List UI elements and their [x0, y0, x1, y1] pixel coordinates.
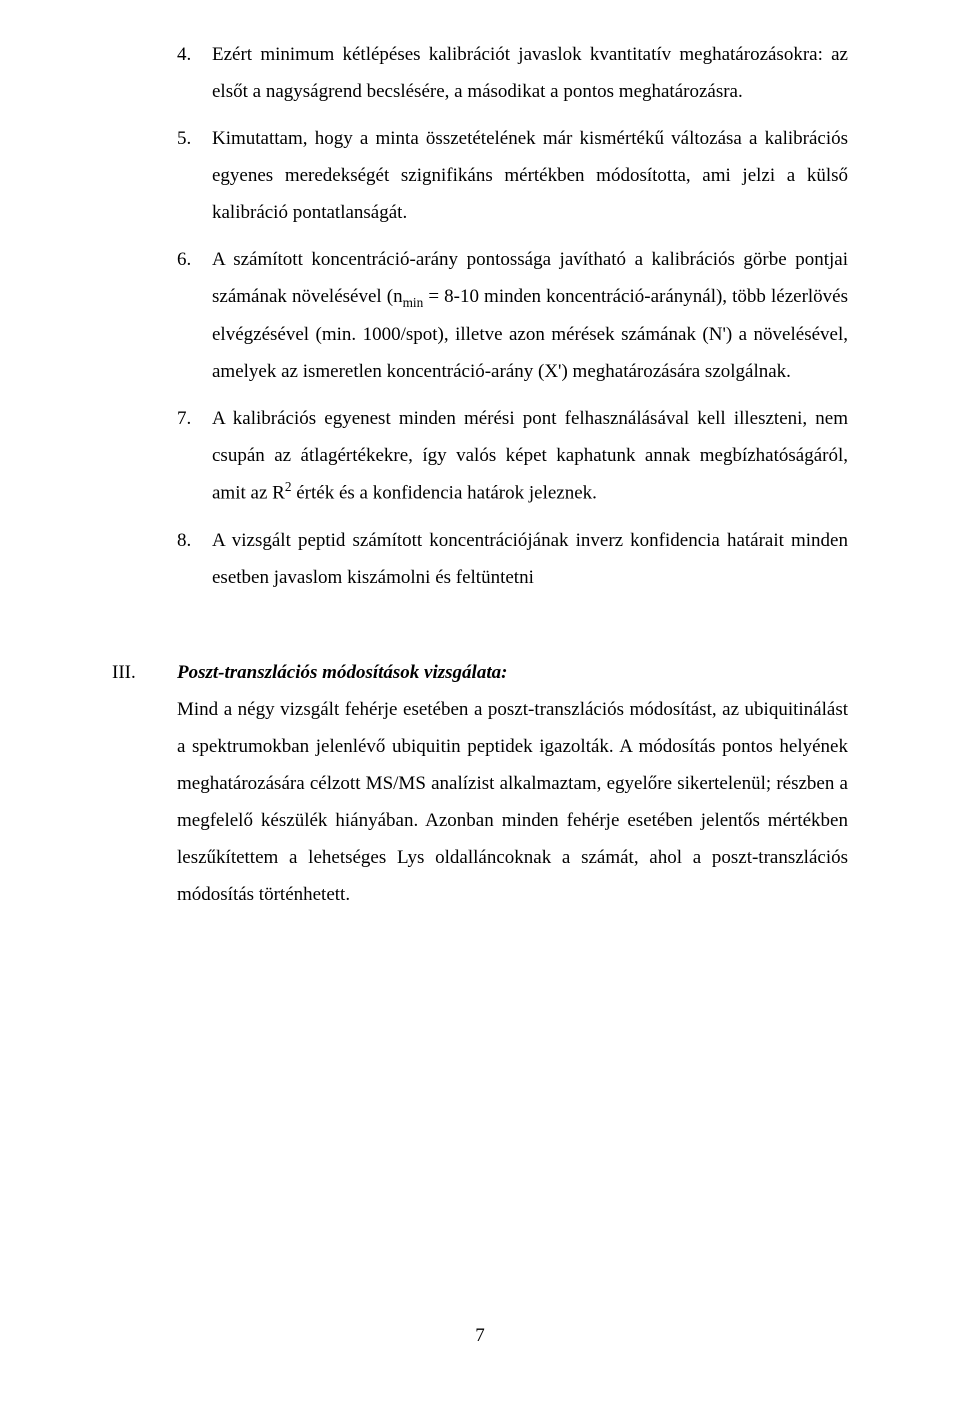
- list-number: 5.: [177, 120, 212, 231]
- section-iii: III. Poszt-transzlációs módosítások vizs…: [112, 654, 848, 913]
- subscript-min: min: [403, 295, 424, 310]
- list-item-5: 5. Kimutattam, hogy a minta összetételén…: [177, 120, 848, 231]
- list-item-8: 8. A vizsgált peptid számított koncentrá…: [177, 522, 848, 596]
- list-text: Kimutattam, hogy a minta összetételének …: [212, 120, 848, 231]
- list-text: Ezért minimum kétlépéses kalibrációt jav…: [212, 36, 848, 110]
- list-item-6: 6. A számított koncentráció-arány pontos…: [177, 241, 848, 390]
- list-item-7: 7. A kalibrációs egyenest minden mérési …: [177, 400, 848, 511]
- page-number: 7: [0, 1325, 960, 1347]
- section-label: III.: [112, 654, 177, 913]
- text-segment: érték és a konfidencia határok jeleznek.: [291, 483, 596, 504]
- section-text: Mind a négy vizsgált fehérje esetében a …: [177, 691, 848, 913]
- section-title: Poszt-transzlációs módosítások vizsgálat…: [177, 654, 848, 691]
- list-number: 7.: [177, 400, 212, 511]
- list-number: 8.: [177, 522, 212, 596]
- list-item-4: 4. Ezért minimum kétlépéses kalibrációt …: [177, 36, 848, 110]
- section-body: Poszt-transzlációs módosítások vizsgálat…: [177, 654, 848, 913]
- list-number: 4.: [177, 36, 212, 110]
- list-text: A vizsgált peptid számított koncentráció…: [212, 522, 848, 596]
- list-text: A számított koncentráció-arány pontosság…: [212, 241, 848, 390]
- list-number: 6.: [177, 241, 212, 390]
- list-text: A kalibrációs egyenest minden mérési pon…: [212, 400, 848, 511]
- numbered-list: 4. Ezért minimum kétlépéses kalibrációt …: [112, 36, 848, 596]
